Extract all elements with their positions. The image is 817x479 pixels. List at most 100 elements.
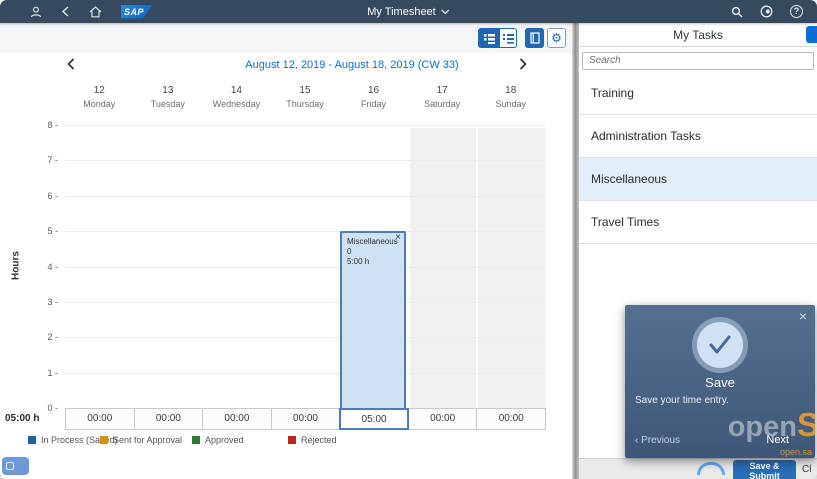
day-total-17: 00:00	[407, 408, 478, 430]
day-total-12: 00:00	[65, 408, 135, 430]
y-axis-label: Hours	[10, 251, 22, 280]
list-view-button[interactable]	[500, 28, 517, 48]
task-item-travel-times[interactable]: Travel Times	[579, 200, 817, 244]
y-tick-1: 1 -	[47, 367, 58, 378]
legend-label: Approved	[205, 435, 244, 445]
day-number-12: 12	[93, 85, 105, 96]
day-number-15: 15	[299, 85, 311, 96]
y-tick-0: 0 -	[47, 403, 58, 413]
notes-icon	[529, 32, 540, 44]
time-entry-block[interactable]: × Miscellaneous 0 5:00 h	[340, 231, 406, 408]
y-tick-4: 4 -	[47, 261, 58, 272]
user-icon[interactable]	[30, 6, 42, 18]
gridline-4	[65, 266, 545, 268]
toolbar-band	[0, 23, 572, 53]
week-total-label: 05:00 h	[5, 413, 40, 424]
bottom-left-pill-button[interactable]	[2, 457, 29, 475]
home-icon[interactable]	[89, 5, 102, 18]
popup-next-button[interactable]: Next	[766, 434, 789, 446]
timesheet-pane: ⚙ August 12, 2019 - August 18, 2019 (CW …	[0, 23, 572, 479]
legend-label: Rejected	[301, 435, 337, 445]
gridline-6	[65, 195, 545, 197]
panel-action-button[interactable]	[806, 26, 817, 43]
sap-logo[interactable]: SAP	[121, 4, 153, 19]
legend-color-swatch	[28, 436, 36, 444]
legend-item-approved: Approved	[192, 435, 244, 445]
popup-close-icon[interactable]: ×	[798, 308, 807, 324]
chevron-down-icon	[441, 9, 450, 14]
day-number-14: 14	[230, 85, 242, 96]
gridline-5	[65, 231, 545, 233]
y-tick-5: 5 -	[47, 226, 58, 237]
app-title-dropdown[interactable]: My Timesheet	[367, 5, 450, 18]
day-number-16: 16	[368, 85, 380, 96]
day-name-thursday: Thursday	[286, 99, 324, 109]
legend-color-swatch	[288, 436, 296, 444]
next-week-button[interactable]	[516, 56, 530, 72]
gear-icon: ⚙	[551, 31, 562, 45]
walkthrough-popup: × Save Save your time entry. ‹ Previous …	[625, 305, 815, 458]
opensap-watermark-sub: open.sa	[779, 447, 812, 457]
legend-label: Sent for Approval	[113, 435, 183, 445]
previous-chevron-icon: ‹	[635, 435, 639, 446]
legend-color-swatch	[100, 436, 108, 444]
view-toolbar: ⚙	[478, 28, 566, 48]
gridline-8	[65, 125, 545, 126]
y-tick-8: 8 -	[47, 120, 58, 130]
day-total-16: 05:00	[339, 408, 409, 430]
back-icon[interactable]	[61, 6, 70, 17]
footer-bar: Save & Submit Cl	[579, 458, 817, 479]
task-search-input[interactable]	[582, 51, 814, 70]
help-icon[interactable]: ?	[790, 5, 803, 18]
chevron-right-icon	[519, 58, 527, 70]
checkmark-icon	[709, 335, 731, 354]
day-name-friday: Friday	[361, 99, 387, 109]
legend-color-swatch	[192, 436, 200, 444]
day-name-tuesday: Tuesday	[150, 99, 185, 109]
previous-week-button[interactable]	[64, 56, 78, 72]
search-icon[interactable]	[731, 6, 743, 18]
entry-duration: 5:00 h	[347, 257, 370, 266]
notes-button[interactable]	[525, 28, 544, 48]
task-item-training[interactable]: Training	[579, 71, 817, 115]
day-number-18: 18	[505, 85, 517, 96]
popup-description: Save your time entry.	[635, 395, 729, 406]
legend-item-rejected: Rejected	[288, 435, 337, 445]
weekend-shade-sunday	[476, 128, 545, 408]
day-total-18: 00:00	[476, 408, 546, 430]
gridline-7	[65, 160, 545, 162]
legend-label: In Process (Saved)	[41, 435, 118, 445]
y-tick-3: 3 -	[47, 296, 58, 307]
popup-title: Save	[705, 375, 735, 390]
save-submit-button[interactable]: Save & Submit	[733, 460, 796, 479]
chevron-left-icon	[67, 58, 75, 70]
popup-previous-button[interactable]: ‹ Previous	[635, 435, 681, 446]
task-item-administration-tasks[interactable]: Administration Tasks	[579, 114, 817, 158]
tasks-panel-title: My Tasks	[673, 27, 723, 42]
weekend-shade-saturday	[407, 128, 477, 408]
pill-icon	[6, 462, 14, 470]
legend-item-sent-for-approval: Sent for Approval	[100, 435, 182, 445]
day-total-14: 00:00	[202, 408, 272, 430]
gridline-1	[65, 372, 545, 374]
settings-button[interactable]: ⚙	[547, 28, 566, 48]
task-list: Training Administration Tasks Miscellaneou…	[579, 71, 817, 244]
day-name-sunday: Sunday	[495, 99, 526, 109]
copilot-icon[interactable]	[760, 5, 773, 18]
gridline-3	[65, 301, 545, 303]
day-total-15: 00:00	[270, 408, 341, 430]
shell-bar: SAP My Timesheet ?	[0, 0, 817, 23]
gridline-2	[65, 337, 545, 339]
calendar-view-icon	[483, 33, 495, 44]
spotlight-arc	[697, 462, 725, 475]
entry-close-icon[interactable]: ×	[395, 232, 401, 243]
pane-splitter[interactable]	[572, 23, 579, 479]
day-number-17: 17	[436, 85, 448, 96]
footer-partial-label: Cl	[802, 464, 812, 475]
calendar-view-button[interactable]	[478, 28, 500, 48]
day-name-saturday: Saturday	[424, 99, 461, 109]
task-item-miscellaneous[interactable]: Miscellaneous	[579, 157, 817, 201]
app-title: My Timesheet	[367, 5, 436, 18]
entry-title: Miscellaneous 0	[347, 237, 398, 256]
